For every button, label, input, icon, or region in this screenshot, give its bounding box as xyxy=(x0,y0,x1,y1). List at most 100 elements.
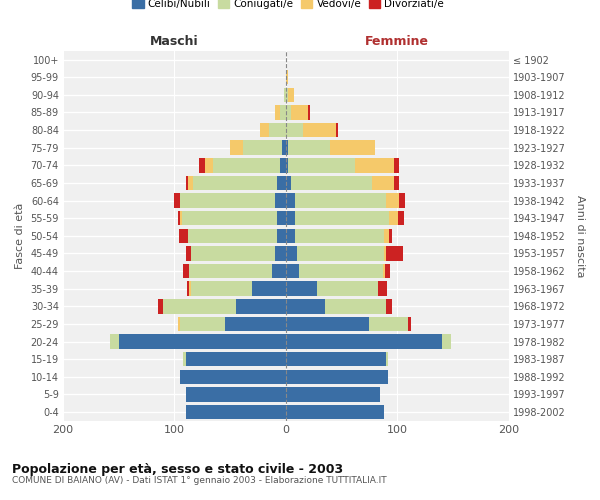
Bar xyxy=(386,194,400,208)
Bar xyxy=(191,282,253,296)
Bar xyxy=(355,158,394,172)
Bar xyxy=(185,246,191,260)
Bar xyxy=(288,140,331,155)
Text: Maschi: Maschi xyxy=(150,35,199,48)
Bar xyxy=(331,140,375,155)
Bar xyxy=(180,370,286,384)
Bar xyxy=(389,228,392,243)
Y-axis label: Anni di nascita: Anni di nascita xyxy=(575,194,585,277)
Bar xyxy=(272,264,286,278)
Bar xyxy=(286,299,325,314)
Bar xyxy=(253,282,286,296)
Bar xyxy=(286,370,388,384)
Bar xyxy=(179,228,188,243)
Bar xyxy=(286,194,295,208)
Bar xyxy=(180,211,182,226)
Bar xyxy=(199,158,205,172)
Bar xyxy=(286,352,386,366)
Bar xyxy=(110,334,119,349)
Bar xyxy=(230,140,244,155)
Bar xyxy=(175,194,180,208)
Bar xyxy=(180,316,224,331)
Bar xyxy=(386,352,388,366)
Bar xyxy=(295,194,386,208)
Bar xyxy=(317,282,378,296)
Bar xyxy=(184,352,185,366)
Text: Femmine: Femmine xyxy=(365,35,429,48)
Bar xyxy=(295,228,384,243)
Bar xyxy=(189,264,272,278)
Bar xyxy=(308,105,310,120)
Bar xyxy=(292,105,308,120)
Bar xyxy=(286,405,384,419)
Bar xyxy=(187,282,189,296)
Bar xyxy=(286,387,380,402)
Bar xyxy=(288,158,355,172)
Bar xyxy=(178,211,180,226)
Bar xyxy=(286,140,288,155)
Bar xyxy=(286,158,288,172)
Bar xyxy=(389,211,398,226)
Bar xyxy=(371,176,394,190)
Bar xyxy=(286,316,370,331)
Bar xyxy=(386,299,392,314)
Bar xyxy=(297,246,384,260)
Bar xyxy=(286,176,292,190)
Bar xyxy=(292,176,371,190)
Bar xyxy=(275,105,280,120)
Text: Popolazione per età, sesso e stato civile - 2003: Popolazione per età, sesso e stato civil… xyxy=(12,462,343,475)
Bar xyxy=(286,88,288,102)
Bar xyxy=(302,123,336,138)
Bar xyxy=(286,246,297,260)
Bar xyxy=(336,123,338,138)
Bar xyxy=(158,299,163,314)
Bar xyxy=(275,246,286,260)
Bar xyxy=(286,70,288,84)
Bar xyxy=(189,282,191,296)
Bar xyxy=(214,158,280,172)
Bar xyxy=(370,316,408,331)
Bar xyxy=(295,211,389,226)
Bar xyxy=(299,264,383,278)
Bar xyxy=(224,316,286,331)
Bar xyxy=(386,246,403,260)
Text: COMUNE DI BAIANO (AV) - Dati ISTAT 1° gennaio 2003 - Elaborazione TUTTITALIA.IT: COMUNE DI BAIANO (AV) - Dati ISTAT 1° ge… xyxy=(12,476,386,485)
Bar xyxy=(286,105,292,120)
Bar xyxy=(280,158,286,172)
Bar xyxy=(275,194,286,208)
Bar xyxy=(325,299,386,314)
Bar xyxy=(277,228,286,243)
Bar xyxy=(188,228,277,243)
Bar xyxy=(286,211,295,226)
Bar xyxy=(284,88,286,102)
Y-axis label: Fasce di età: Fasce di età xyxy=(15,202,25,269)
Legend: Celibi/Nubili, Coniugati/e, Vedovi/e, Divorziati/e: Celibi/Nubili, Coniugati/e, Vedovi/e, Di… xyxy=(128,0,448,14)
Bar xyxy=(408,316,410,331)
Bar xyxy=(180,194,275,208)
Bar xyxy=(378,282,387,296)
Bar xyxy=(283,140,286,155)
Bar xyxy=(163,299,236,314)
Bar xyxy=(286,123,302,138)
Bar xyxy=(286,264,299,278)
Bar xyxy=(182,211,277,226)
Bar xyxy=(400,194,405,208)
Bar xyxy=(193,176,277,190)
Bar xyxy=(384,228,389,243)
Bar xyxy=(269,123,286,138)
Bar xyxy=(280,105,286,120)
Bar xyxy=(394,176,400,190)
Bar xyxy=(385,264,391,278)
Bar xyxy=(178,316,180,331)
Bar xyxy=(277,211,286,226)
Bar xyxy=(383,264,385,278)
Bar xyxy=(185,352,286,366)
Bar xyxy=(286,282,317,296)
Bar xyxy=(205,158,214,172)
Bar xyxy=(184,264,189,278)
Bar xyxy=(119,334,286,349)
Bar xyxy=(236,299,286,314)
Bar xyxy=(442,334,451,349)
Bar xyxy=(185,176,188,190)
Bar xyxy=(286,228,295,243)
